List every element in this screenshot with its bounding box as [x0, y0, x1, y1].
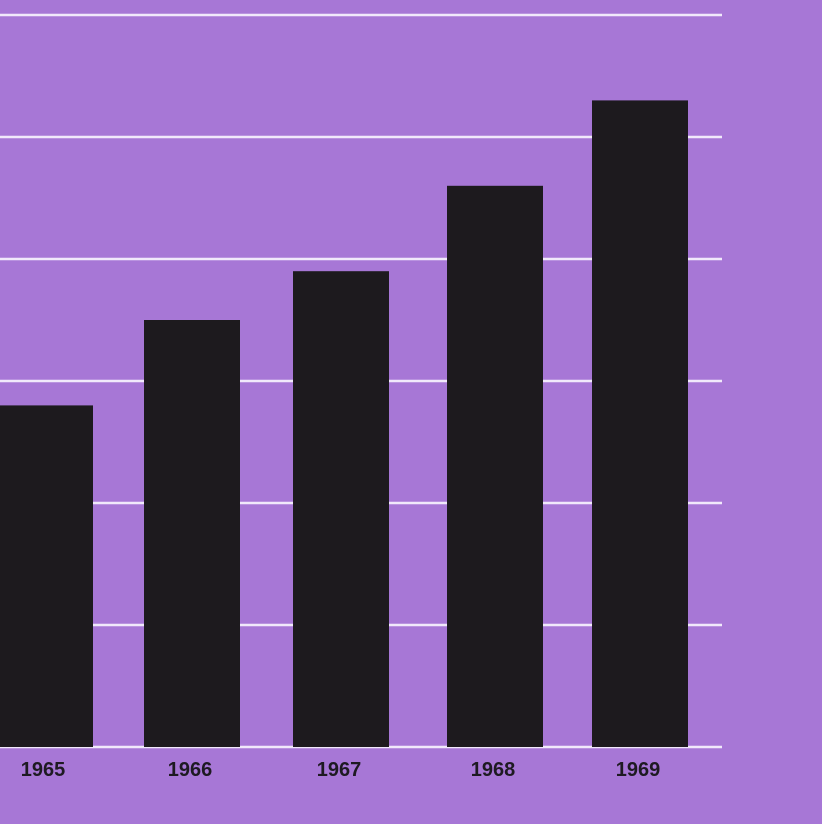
bars — [0, 100, 688, 748]
bar-1966 — [144, 320, 240, 747]
x-tick-label-1969: 1969 — [616, 759, 661, 781]
x-tick-label-1965: 1965 — [21, 759, 66, 781]
x-tick-label-1967: 1967 — [317, 759, 362, 781]
x-tick-label-1966: 1966 — [168, 759, 213, 781]
bar-1968 — [447, 185, 543, 748]
x-axis-tick-labels: 1965 1966 1967 1968 1969 — [21, 759, 661, 781]
bar-1965 — [0, 405, 93, 747]
x-tick-label-1968: 1968 — [471, 759, 516, 781]
bar-1967 — [293, 271, 389, 747]
bar-1969 — [592, 100, 688, 747]
